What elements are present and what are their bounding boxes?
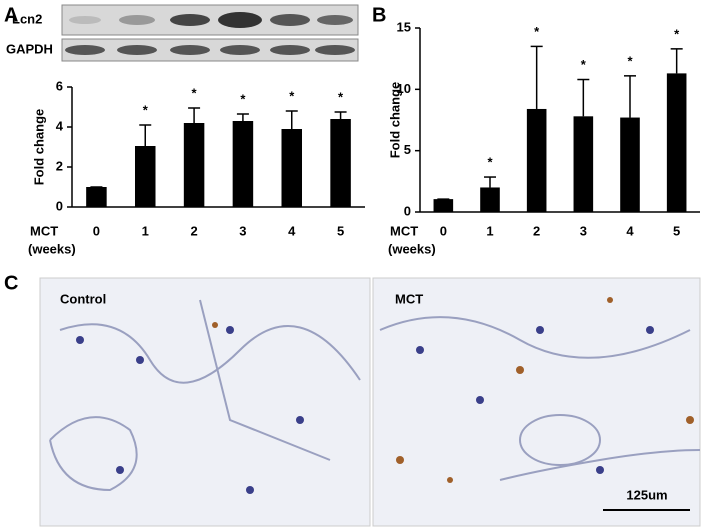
image-label: MCT bbox=[395, 291, 423, 306]
y-tick-label: 4 bbox=[56, 118, 64, 133]
nuclei bbox=[76, 326, 654, 494]
x-tick-label: 0 bbox=[93, 223, 100, 238]
x-axis-unit: (weeks) bbox=[28, 241, 76, 256]
y-axis-label: Fold change bbox=[387, 82, 402, 159]
x-tick-label: 0 bbox=[440, 223, 447, 238]
bar bbox=[232, 121, 254, 207]
panel-label: C bbox=[4, 272, 18, 294]
significance-label: * bbox=[240, 91, 246, 106]
x-axis-label: MCT bbox=[390, 223, 418, 238]
significance-label: * bbox=[338, 89, 344, 104]
blot-bands bbox=[65, 12, 355, 55]
bar bbox=[433, 199, 454, 212]
bar bbox=[620, 117, 640, 212]
x-tick-label: 5 bbox=[337, 223, 344, 238]
tissue bbox=[49, 299, 701, 492]
image-label: Control bbox=[60, 291, 106, 306]
bar bbox=[480, 187, 500, 212]
panel-label: B bbox=[372, 4, 386, 26]
x-tick-label: 1 bbox=[486, 223, 493, 238]
y-tick-label: 5 bbox=[404, 142, 411, 157]
bar bbox=[666, 73, 687, 213]
bar bbox=[330, 119, 351, 207]
significance-label: * bbox=[627, 53, 633, 68]
y-tick-label: 10 bbox=[397, 81, 411, 96]
x-tick-label: 4 bbox=[626, 223, 634, 238]
stain bbox=[212, 297, 694, 483]
bar bbox=[134, 146, 156, 207]
x-tick-label: 1 bbox=[142, 223, 149, 238]
significance-label: * bbox=[487, 154, 493, 169]
bar bbox=[183, 123, 205, 207]
x-tick-label: 5 bbox=[673, 223, 680, 238]
y-tick-label: 6 bbox=[56, 78, 63, 93]
x-axis-unit: (weeks) bbox=[388, 241, 436, 256]
histology-image bbox=[39, 277, 371, 527]
x-tick-label: 2 bbox=[190, 223, 197, 238]
bar bbox=[281, 129, 303, 207]
x-tick-label: 3 bbox=[239, 223, 246, 238]
x-axis-label: MCT bbox=[30, 223, 58, 238]
y-axis-label: Fold change bbox=[31, 109, 46, 186]
panel-label: A bbox=[4, 4, 18, 26]
y-tick-label: 0 bbox=[56, 198, 63, 213]
bar bbox=[86, 187, 107, 207]
blot-label: Lcn2 bbox=[12, 11, 42, 26]
x-tick-label: 2 bbox=[533, 223, 540, 238]
significance-label: * bbox=[581, 57, 587, 72]
y-tick-label: 2 bbox=[56, 158, 63, 173]
y-tick-label: 15 bbox=[397, 19, 411, 34]
bar bbox=[526, 108, 547, 212]
x-tick-label: 3 bbox=[580, 223, 587, 238]
y-tick-label: 0 bbox=[404, 203, 411, 218]
significance-label: * bbox=[674, 26, 680, 41]
significance-label: * bbox=[192, 85, 198, 100]
scale-bar-label: 125um bbox=[626, 487, 667, 502]
x-tick-label: 4 bbox=[288, 223, 296, 238]
bar bbox=[573, 116, 594, 212]
significance-label: * bbox=[534, 24, 540, 39]
significance-label: * bbox=[143, 102, 149, 117]
blot-label: GAPDH bbox=[6, 41, 53, 56]
histology-image bbox=[372, 277, 701, 527]
significance-label: * bbox=[289, 88, 295, 103]
